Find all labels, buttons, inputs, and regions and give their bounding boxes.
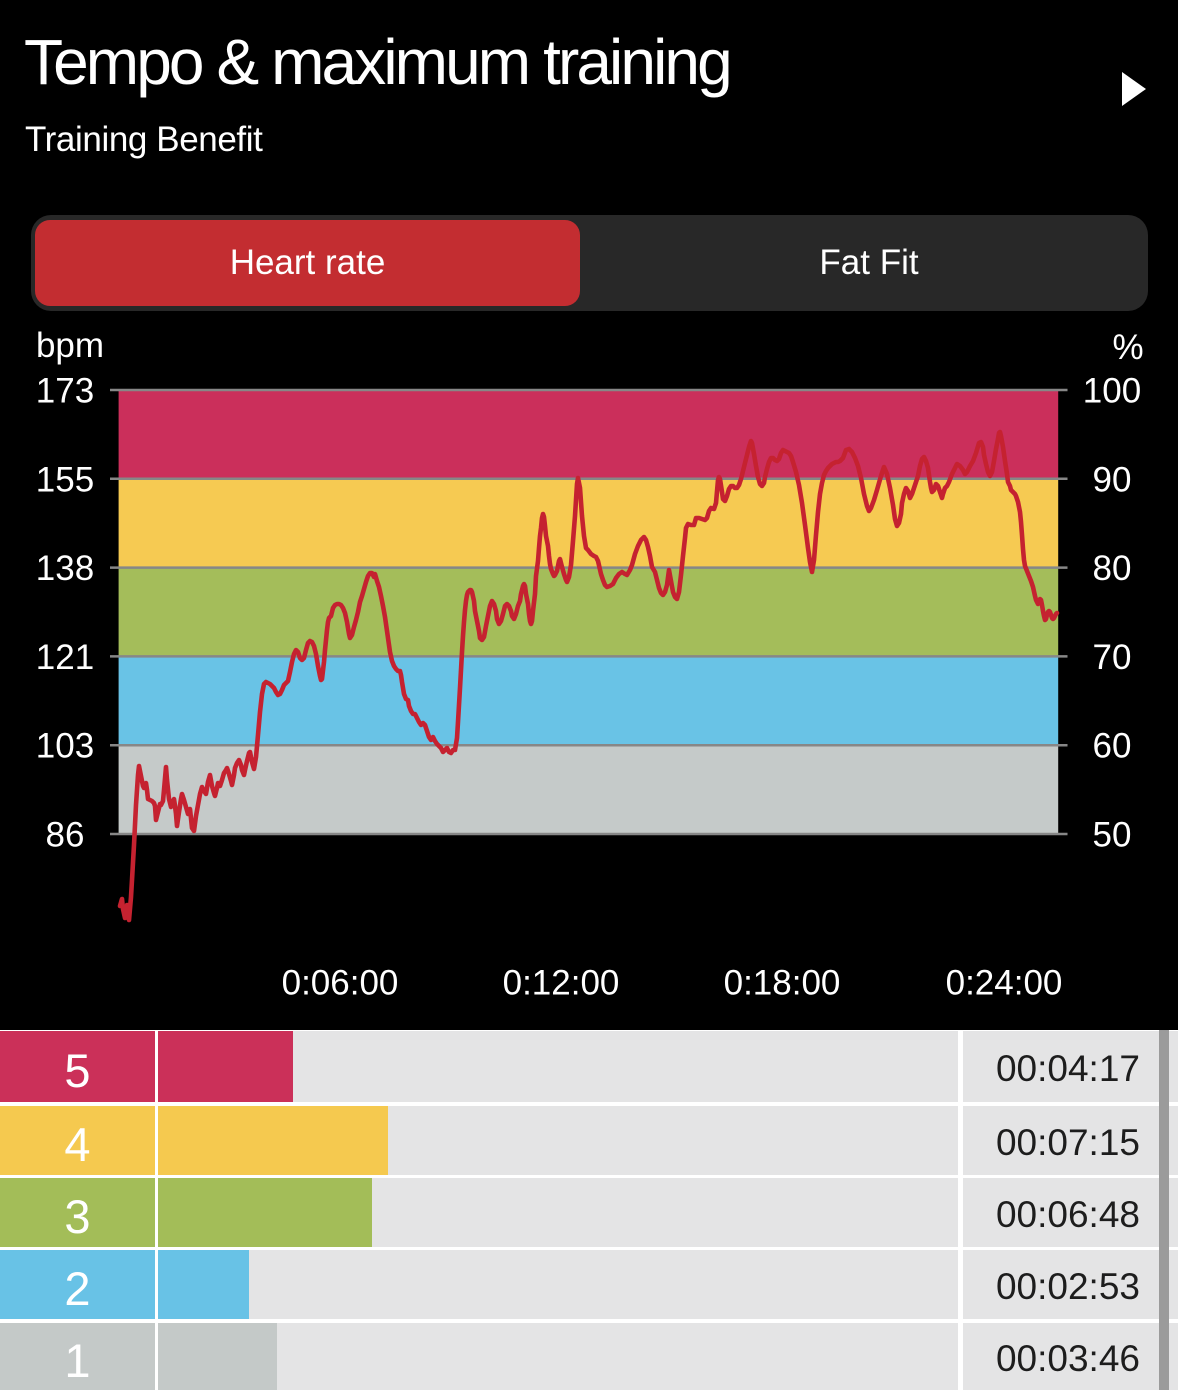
svg-text:0:18:00: 0:18:00 <box>724 964 841 1003</box>
svg-text:155: 155 <box>36 460 94 499</box>
svg-text:90: 90 <box>1093 460 1132 499</box>
svg-text:121: 121 <box>36 638 94 677</box>
svg-text:50: 50 <box>1093 816 1132 855</box>
svg-text:70: 70 <box>1093 638 1132 677</box>
svg-text:bpm: bpm <box>36 330 104 365</box>
svg-text:80: 80 <box>1093 549 1132 588</box>
svg-text:103: 103 <box>36 727 94 766</box>
svg-text:60: 60 <box>1093 727 1132 766</box>
svg-text:%: % <box>1112 330 1143 367</box>
svg-text:0:06:00: 0:06:00 <box>282 964 399 1003</box>
svg-text:0:12:00: 0:12:00 <box>503 964 620 1003</box>
svg-text:86: 86 <box>46 816 85 855</box>
svg-text:138: 138 <box>36 549 94 588</box>
svg-text:0:24:00: 0:24:00 <box>946 964 1063 1003</box>
svg-text:100: 100 <box>1083 372 1141 411</box>
svg-text:173: 173 <box>36 372 94 411</box>
